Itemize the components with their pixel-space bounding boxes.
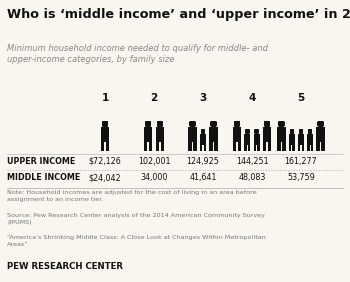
Text: PEW RESEARCH CENTER: PEW RESEARCH CENTER [7,262,123,271]
Text: 2: 2 [150,93,158,103]
Text: 4: 4 [248,93,256,103]
Text: 53,759: 53,759 [287,173,315,182]
Ellipse shape [278,121,285,127]
Text: 1: 1 [102,93,108,103]
Ellipse shape [290,129,294,134]
Text: Who is ‘middle income’ and ‘upper income’ in 2014?: Who is ‘middle income’ and ‘upper income… [7,8,350,21]
Text: Source: Pew Research Center analysis of the 2014 American Community Survey
(IPUM: Source: Pew Research Center analysis of … [7,213,265,224]
Text: $24,042: $24,042 [89,173,121,182]
Text: 161,277: 161,277 [285,157,317,166]
Text: 5: 5 [298,93,304,103]
Ellipse shape [299,129,303,134]
Text: Minimum household income needed to qualify for middle- and
upper-income categori: Minimum household income needed to quali… [7,44,268,64]
Ellipse shape [264,121,270,127]
Ellipse shape [210,121,217,127]
Text: 48,083: 48,083 [238,173,266,182]
Text: Note: Household incomes are adjusted for the cost of living in an area before
as: Note: Household incomes are adjusted for… [7,190,257,202]
Text: UPPER INCOME: UPPER INCOME [7,157,75,166]
Ellipse shape [317,121,324,127]
Ellipse shape [308,129,312,134]
Text: 102,001: 102,001 [138,157,170,166]
Text: “America’s Shrinking Middle Class: A Close Look at Changes Within Metropolitan
A: “America’s Shrinking Middle Class: A Clo… [7,235,266,247]
Text: 34,000: 34,000 [140,173,168,182]
Ellipse shape [189,121,196,127]
Ellipse shape [245,129,250,134]
Ellipse shape [102,121,108,127]
Text: $72,126: $72,126 [89,157,121,166]
Text: 124,925: 124,925 [187,157,219,166]
Text: 144,251: 144,251 [236,157,268,166]
Ellipse shape [157,121,163,127]
Ellipse shape [234,121,240,127]
Ellipse shape [254,129,259,134]
Text: 41,641: 41,641 [189,173,217,182]
Text: MIDDLE INCOME: MIDDLE INCOME [7,173,80,182]
Ellipse shape [145,121,151,127]
Ellipse shape [201,129,205,134]
Text: 3: 3 [199,93,206,103]
